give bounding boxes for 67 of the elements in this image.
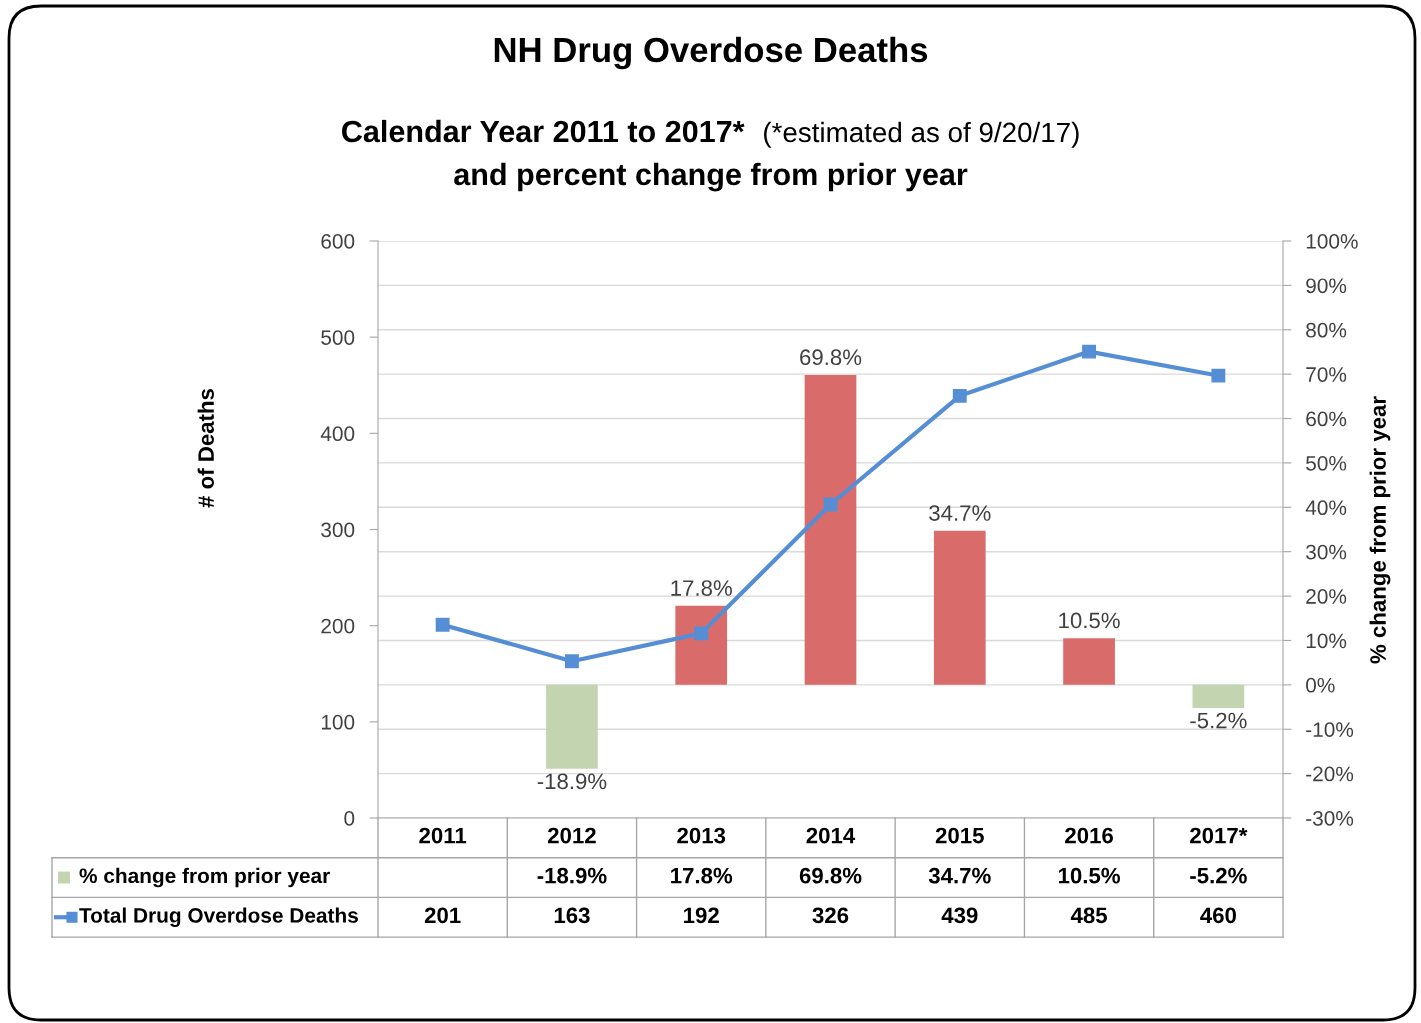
- point: [564, 654, 579, 669]
- y2-tick-label: 0%: [1306, 677, 1335, 693]
- data-label: -18.9%: [537, 867, 607, 884]
- y-tick-label: 400: [320, 426, 355, 442]
- y-tick-label: 100: [321, 714, 355, 730]
- y-tick-label: 0: [344, 811, 355, 826]
- y-tick-label: 200: [321, 618, 355, 634]
- y2-tick-label: 20%: [1306, 589, 1347, 604]
- y2-tick-label: 30%: [1306, 544, 1347, 560]
- y2-tick-label: 10%: [1306, 633, 1347, 649]
- data-label: 10.5%: [1058, 867, 1120, 884]
- data-label: 460: [1200, 907, 1236, 924]
- data-label: 201: [424, 907, 461, 924]
- x-tick-label: 2015: [935, 827, 984, 844]
- y2-tick-label: 40%: [1305, 500, 1347, 516]
- y2-tick-label: -10%: [1306, 722, 1354, 737]
- legend-label: Total Drug Overdose Deaths: [79, 907, 358, 928]
- y2-tick-label: 60%: [1306, 411, 1347, 427]
- y2-tick-label: 70%: [1306, 367, 1347, 382]
- text: (*estimated as of 9/20/17): [764, 121, 1079, 148]
- y2-tick-label: 50%: [1306, 455, 1347, 471]
- point: [694, 626, 709, 641]
- y2-tick-label: 90%: [1306, 278, 1347, 294]
- bar: [1192, 684, 1245, 708]
- x-tick-label: 2011: [419, 827, 467, 844]
- text: and percent change from prior year: [454, 162, 968, 192]
- data-label: 17.8%: [671, 867, 733, 884]
- legend-label: % change from prior year: [79, 867, 330, 888]
- point: [952, 388, 967, 403]
- point: [435, 617, 450, 632]
- y-tick-label: 300: [321, 522, 355, 538]
- y2-tick-label: 80%: [1306, 322, 1347, 338]
- x-tick-label: 2013: [677, 827, 726, 844]
- point: [1211, 368, 1226, 383]
- y2-axis-title: % change from prior year: [1369, 396, 1391, 664]
- bar: [804, 375, 857, 685]
- point: [1082, 344, 1097, 359]
- data-label: 192: [684, 907, 719, 924]
- chart-subtitle: Calendar Year 2011 to 2017*: [342, 119, 745, 143]
- y-axis-title: # of Deaths: [197, 389, 214, 508]
- data-label: 163: [554, 907, 590, 924]
- data-label: 34.7%: [928, 867, 991, 884]
- text: 69.8%: [800, 349, 862, 366]
- x-tick-label: 2014: [806, 827, 856, 844]
- bar: [675, 605, 728, 685]
- x-tick-label: 2017*: [1190, 827, 1248, 844]
- data-label: 439: [941, 907, 978, 924]
- y2-tick-label: -30%: [1306, 811, 1354, 826]
- text: -5.2%: [1190, 712, 1247, 729]
- bar: [933, 530, 986, 685]
- bar: [1063, 638, 1115, 685]
- y-tick-label: 500: [321, 330, 355, 345]
- text: 17.8%: [671, 580, 732, 596]
- y-tick-label: 600: [321, 234, 355, 249]
- data-label: -5.2%: [1190, 867, 1247, 884]
- x-tick-label: 2016: [1065, 827, 1113, 844]
- y2-tick-label: -20%: [1306, 766, 1354, 782]
- y2-tick-label: 100%: [1306, 234, 1358, 249]
- text: 34.7%: [929, 505, 991, 521]
- x-tick-label: 2012: [547, 827, 596, 844]
- data-label: 69.8%: [799, 867, 862, 884]
- chart-title: NH Drug Overdose Deaths: [494, 36, 928, 70]
- text: -18.9%: [537, 773, 607, 790]
- text: 10.5%: [1059, 612, 1120, 629]
- bar: [546, 684, 598, 769]
- data-label: 485: [1070, 907, 1107, 924]
- data-label: 326: [812, 907, 849, 924]
